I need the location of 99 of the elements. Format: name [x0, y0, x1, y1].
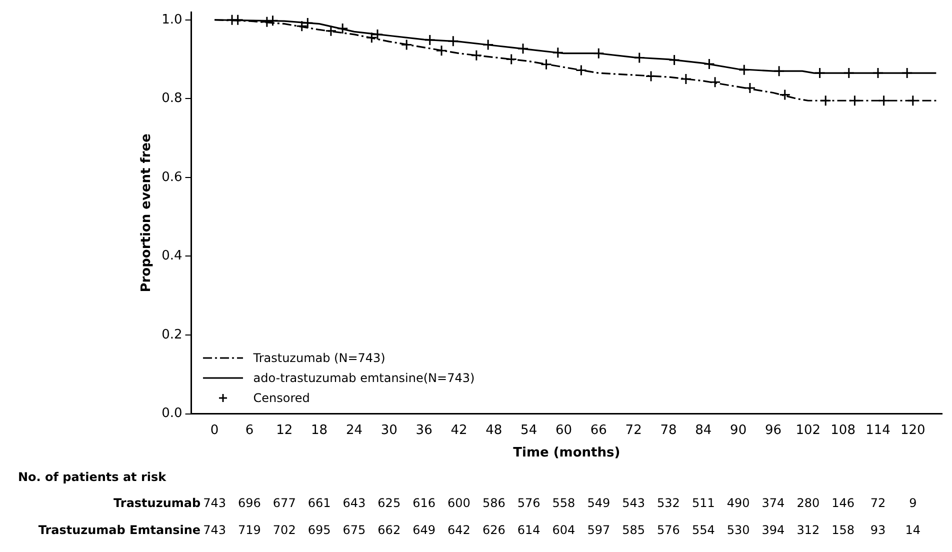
text: 649: [412, 523, 436, 537]
x-tick-label: 102: [796, 422, 821, 438]
point: [575, 64, 587, 76]
x-tick-label: 12: [276, 422, 293, 438]
x-tick-label: 66: [590, 422, 607, 438]
text: 600: [448, 496, 470, 510]
point: [336, 22, 348, 34]
text: 14: [905, 523, 921, 537]
text: 743: [203, 496, 226, 510]
x-tick-label: 90: [730, 422, 747, 438]
point: [232, 14, 244, 26]
legend-label: Censored: [253, 390, 310, 405]
text: 586: [482, 496, 506, 510]
point: [400, 38, 412, 50]
text: 532: [657, 496, 680, 510]
text: 616: [412, 496, 436, 510]
text: 677: [272, 496, 296, 510]
point: [261, 16, 273, 28]
text: 576: [517, 496, 540, 510]
text: 72: [870, 496, 886, 510]
point: [779, 88, 791, 100]
text: 719: [238, 523, 261, 537]
x-tick-label: 0: [210, 422, 219, 438]
point: [540, 58, 552, 70]
x-tick-label: 54: [520, 422, 538, 438]
x-tick-label: 60: [555, 422, 572, 438]
text: 626: [482, 523, 506, 537]
text: 743: [203, 523, 226, 537]
x-tick-label: 18: [311, 422, 328, 438]
x-tick-label: 84: [695, 422, 712, 438]
point: [709, 76, 721, 88]
text: 696: [238, 496, 261, 510]
y-tick-label: 1.0: [162, 12, 182, 28]
x-tick-label: 24: [346, 422, 362, 438]
text: 576: [657, 523, 680, 537]
text: 643: [342, 496, 366, 510]
text: 661: [308, 496, 331, 510]
x-tick-label: 108: [830, 422, 856, 438]
x-tick-label: 72: [625, 422, 642, 438]
point: [296, 20, 308, 32]
text: 312: [796, 523, 820, 537]
text: 675: [342, 523, 366, 537]
text: 585: [622, 523, 645, 537]
y-tick-label: 0.8: [162, 91, 182, 106]
text: 662: [378, 523, 401, 537]
y-axis-title: Proportion event free: [139, 133, 154, 292]
text: 543: [622, 496, 645, 510]
text: No. of patients at risk: [18, 470, 166, 484]
text: 280: [796, 496, 820, 510]
legend-label: Trastuzumab (N=743): [253, 350, 386, 365]
text: 558: [552, 496, 576, 510]
x-tick-label: 120: [900, 422, 926, 438]
text: 158: [832, 523, 855, 537]
text: 702: [272, 523, 296, 537]
text: 93: [870, 523, 886, 537]
y-tick-label: 0.6: [162, 170, 182, 185]
text: Trastuzumab Emtansine: [38, 523, 201, 537]
text: 614: [517, 523, 540, 537]
x-tick-label: 30: [380, 422, 398, 438]
text: 146: [832, 496, 855, 510]
x-tick-label: 6: [245, 422, 254, 438]
point: [506, 54, 518, 66]
legend-label: ado-trastuzumab emtansine(N=743): [253, 370, 475, 385]
x-tick-label: 114: [866, 422, 890, 438]
x-tick-label: 96: [764, 422, 782, 438]
text: 604: [552, 523, 576, 537]
point: [517, 42, 529, 54]
text: 511: [692, 496, 715, 510]
text: 374: [762, 496, 785, 510]
point: [878, 94, 890, 106]
point: [436, 44, 448, 56]
y-tick-label: 0.0: [162, 406, 182, 422]
x-tick-label: 78: [660, 422, 677, 438]
text: 490: [726, 496, 750, 510]
text: 9: [909, 496, 917, 510]
text: 597: [587, 523, 610, 537]
point: [552, 46, 564, 58]
text: Trastuzumab: [114, 496, 201, 510]
text: 554: [692, 523, 715, 537]
text: 530: [726, 523, 750, 537]
x-axis-title: Time (months): [513, 446, 620, 461]
text: 549: [587, 496, 610, 510]
x-tick-label: 48: [486, 422, 502, 438]
point: [372, 28, 384, 40]
point: [680, 73, 692, 85]
point: [325, 25, 337, 37]
text: 394: [762, 523, 785, 537]
point: [470, 50, 482, 62]
y-tick-label: 0.2: [162, 327, 182, 342]
text: 642: [448, 523, 470, 537]
text: 625: [378, 496, 401, 510]
point: [744, 82, 756, 94]
point: [366, 32, 378, 44]
point: [482, 38, 494, 50]
text: 695: [308, 523, 331, 537]
point: [703, 58, 715, 70]
x-tick-label: 36: [416, 422, 432, 438]
y-tick-label: 0.4: [162, 248, 182, 264]
x-tick-label: 42: [450, 422, 468, 438]
